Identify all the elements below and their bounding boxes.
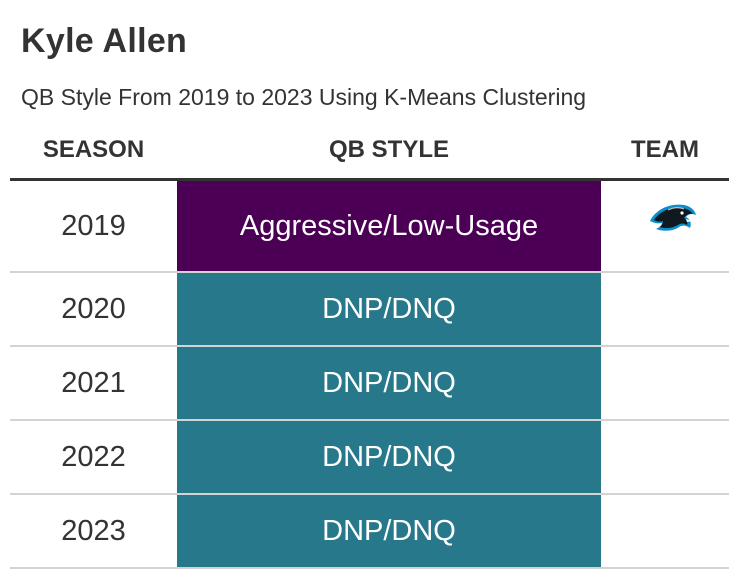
table-row: 2021 DNP/DNQ [10, 347, 729, 421]
column-header-season: SEASON [42, 136, 145, 163]
table-row: 2023 DNP/DNQ [10, 495, 729, 569]
table-row: 2022 DNP/DNQ [10, 421, 729, 495]
qb-style-cell: DNP/DNQ [177, 273, 601, 345]
team-cell [601, 273, 729, 345]
column-header-qb-style: QB STYLE [328, 136, 449, 163]
season-cell: 2023 [61, 514, 126, 547]
header-rule [10, 178, 729, 181]
qb-style-cell: DNP/DNQ [177, 421, 601, 493]
column-header-team: TEAM [631, 136, 699, 163]
table-row: 2020 DNP/DNQ [10, 273, 729, 347]
chart-title: Kyle Allen [21, 22, 188, 60]
season-cell: 2021 [61, 366, 126, 399]
team-cell [601, 495, 729, 567]
season-cell: 2019 [61, 209, 126, 242]
qb-style-cell: DNP/DNQ [177, 347, 601, 419]
table-row: 2019 Aggressive/Low-Usage [10, 181, 729, 273]
season-cell: 2022 [61, 440, 126, 473]
team-cell [601, 347, 729, 419]
chart-subtitle: QB Style From 2019 to 2023 Using K-Means… [21, 84, 587, 110]
team-cell [601, 181, 729, 271]
carolina-panthers-logo-icon [650, 204, 696, 231]
qb-style-cell: Aggressive/Low-Usage [177, 181, 601, 271]
table-body: 2019 Aggressive/Low-Usage 2020 DNP/DNQ 2021 D… [10, 181, 729, 569]
qb-style-cell: DNP/DNQ [177, 495, 601, 567]
team-cell [601, 421, 729, 493]
season-cell: 2020 [61, 292, 126, 325]
